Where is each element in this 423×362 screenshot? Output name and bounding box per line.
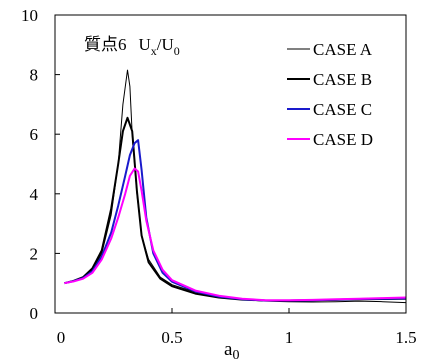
legend-label-4: CASE D [313, 130, 373, 149]
annotation-kanji: 質点6 [84, 35, 127, 54]
y-tick-label-3: 6 [30, 125, 39, 144]
legend-label-1: CASE A [313, 40, 373, 59]
y-tick-label-5: 10 [21, 6, 38, 25]
series-line-4 [64, 167, 407, 302]
x-tick-label-2: 1 [285, 328, 294, 347]
y-tick-label-0: 0 [30, 304, 39, 323]
x-axis-label-main: a [224, 339, 233, 360]
annotation-x-subscript: x [151, 44, 157, 58]
legend: CASE A CASE B CASE C CASE D [287, 40, 373, 149]
x-axis-label-subscript: 0 [232, 348, 239, 362]
annotation-U0: U [162, 35, 174, 54]
annotation: 質点6 Ux/U0 [84, 35, 180, 58]
y-tick-label-4: 8 [30, 66, 39, 85]
series-line-3 [64, 139, 407, 302]
legend-label-2: CASE B [313, 70, 372, 89]
y-tick-label-1: 2 [30, 244, 39, 263]
x-tick-label-1: 0.5 [161, 328, 182, 347]
annotation-slash: / [157, 35, 162, 54]
x-axis-label: a0 [224, 339, 239, 362]
annotation-U: U [139, 35, 151, 54]
x-tick-label-0: 0 [57, 328, 66, 347]
plot-area [64, 69, 407, 304]
y-tick-label-2: 4 [30, 185, 39, 204]
x-tick-label-3: 1.5 [395, 328, 416, 347]
axes: 0 2 4 6 8 10 0 0.5 1 1.5 [21, 6, 417, 347]
legend-label-3: CASE C [313, 100, 372, 119]
plot-frame [54, 14, 407, 314]
annotation-0-subscript: 0 [174, 44, 180, 58]
